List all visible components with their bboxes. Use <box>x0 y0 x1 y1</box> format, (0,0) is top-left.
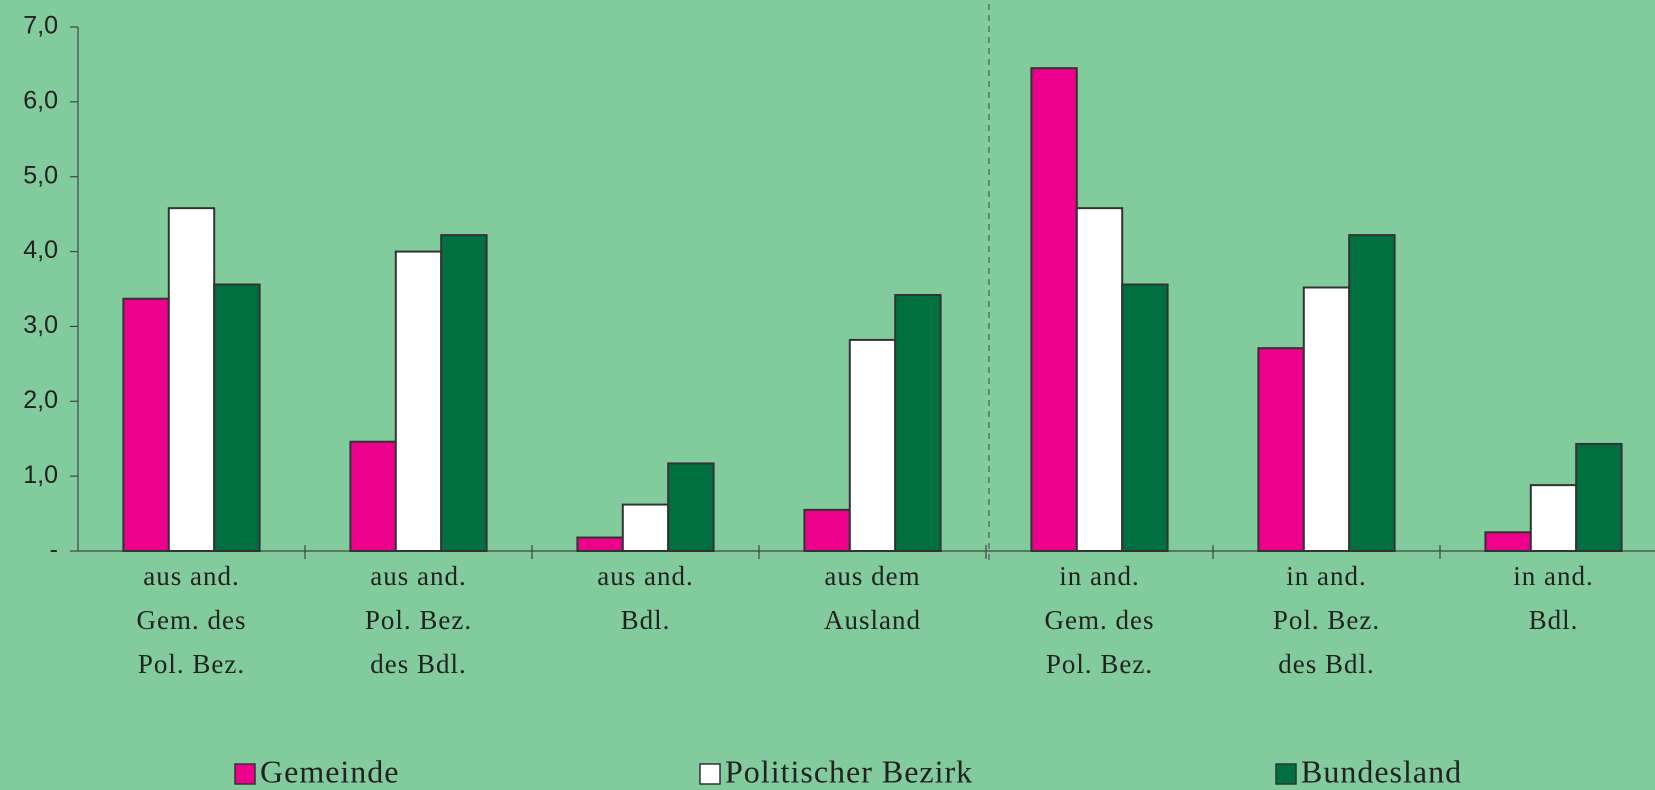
y-tick-label: 7,0 <box>23 12 58 40</box>
bar <box>803 508 851 553</box>
x-tick-label: in and. <box>1286 561 1367 591</box>
bar <box>576 536 624 552</box>
y-tick-label: 1,0 <box>23 461 58 489</box>
x-tick-label: Gem. des <box>1045 605 1155 635</box>
x-tick-label: Bdl. <box>1529 605 1579 635</box>
x-tick-label: in and. <box>1059 561 1140 591</box>
x-tick-label: aus dem <box>824 561 920 591</box>
bar <box>349 440 397 552</box>
bar <box>667 462 715 552</box>
x-tick-label: Ausland <box>824 605 921 635</box>
legend-label: Bundesland <box>1301 753 1462 789</box>
bar <box>122 297 170 552</box>
bar <box>1075 207 1124 552</box>
x-tick-label: des Bdl. <box>370 649 467 679</box>
x-tick-label: Pol. Bez. <box>1273 605 1380 635</box>
x-tick-label: Gem. des <box>137 605 247 635</box>
bar <box>167 207 216 552</box>
bar <box>440 234 488 553</box>
bar <box>1030 67 1078 553</box>
x-tick-label: in and. <box>1513 561 1594 591</box>
legend-label: Gemeinde <box>260 753 400 789</box>
bar <box>894 293 942 552</box>
y-tick-label: 3,0 <box>23 311 58 339</box>
bar <box>394 250 443 552</box>
x-tick-label: Pol. Bez. <box>138 649 245 679</box>
bar <box>1484 531 1532 552</box>
legend-swatch <box>1275 763 1297 785</box>
bar <box>213 283 261 552</box>
bar <box>1348 234 1396 553</box>
bar <box>1575 442 1623 552</box>
x-tick-label: Pol. Bez. <box>1046 649 1153 679</box>
legend-label: Politischer Bezirk <box>725 753 973 789</box>
bar <box>621 503 670 552</box>
bar <box>1257 347 1305 552</box>
y-tick-label: 4,0 <box>23 236 58 264</box>
legend-swatch <box>234 763 256 785</box>
bar <box>1529 484 1578 552</box>
bar <box>848 338 897 552</box>
y-tick-label: 2,0 <box>23 386 58 414</box>
bar <box>1302 286 1351 552</box>
legend-swatch <box>699 763 721 785</box>
x-tick-label: aus and. <box>143 561 239 591</box>
bar <box>1121 283 1169 552</box>
x-tick-label: Bdl. <box>621 605 671 635</box>
x-tick-label: Pol. Bez. <box>365 605 472 635</box>
y-tick-label: 6,0 <box>23 86 58 114</box>
y-tick-label: 5,0 <box>23 161 58 189</box>
x-tick-label: aus and. <box>597 561 693 591</box>
y-tick-label: - <box>50 536 58 564</box>
x-tick-label: aus and. <box>370 561 466 591</box>
x-tick-label: des Bdl. <box>1278 649 1375 679</box>
